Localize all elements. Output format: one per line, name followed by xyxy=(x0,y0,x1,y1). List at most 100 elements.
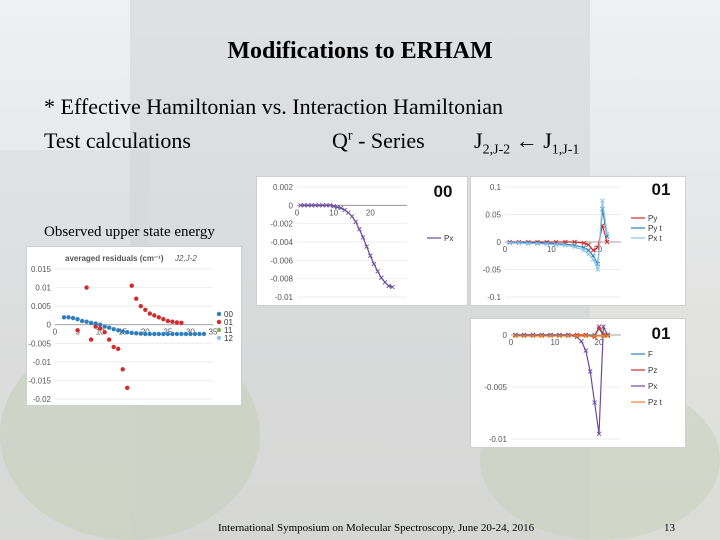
data-point xyxy=(161,316,166,322)
data-point xyxy=(324,203,329,208)
observed-energy-label: Observed upper state energy xyxy=(44,224,215,240)
data-point xyxy=(516,240,522,246)
data-point xyxy=(97,322,103,327)
data-point xyxy=(581,247,587,253)
x-tick-label: 20 xyxy=(595,338,604,347)
data-point xyxy=(581,240,587,246)
x-tick-label: 20 xyxy=(366,208,375,217)
data-point xyxy=(61,315,67,320)
data-point xyxy=(183,331,189,337)
data-point xyxy=(192,331,198,337)
data-point xyxy=(188,331,193,337)
data-point xyxy=(592,400,597,405)
data-point xyxy=(595,267,601,272)
data-point xyxy=(152,331,157,337)
data-point xyxy=(143,331,148,337)
y-tick-label: -0.005 xyxy=(28,339,51,348)
data-point xyxy=(375,269,380,274)
data-point xyxy=(544,241,550,247)
corner-label: 00 xyxy=(434,182,453,201)
data-point xyxy=(586,247,591,253)
x-tick-label: 0 xyxy=(295,208,300,217)
y-tick-label: -0.015 xyxy=(28,376,51,385)
y-tick-label: 0.01 xyxy=(35,284,51,293)
data-point xyxy=(147,331,152,337)
data-point xyxy=(70,315,76,321)
legend-label: 12 xyxy=(224,334,233,343)
data-point xyxy=(316,203,322,208)
data-point xyxy=(88,320,94,326)
data-point xyxy=(539,333,545,339)
hamiltonian-comparison-line: * Effective Hamiltonian vs. Interaction … xyxy=(44,94,504,119)
data-point xyxy=(565,333,571,339)
chart-01-upper: 01 0.1 0.05 0 -0.05 -0.1 0 10 20 Py Py t Px t xyxy=(470,176,686,306)
data-point xyxy=(111,344,116,350)
data-point xyxy=(386,283,391,289)
data-point xyxy=(368,253,373,259)
y-tick-label: 0.005 xyxy=(31,302,52,311)
data-point xyxy=(513,333,518,339)
x-tick-label: 10 xyxy=(329,208,338,217)
data-point xyxy=(530,333,536,339)
data-point xyxy=(102,329,107,335)
data-point xyxy=(75,316,80,322)
data-point xyxy=(84,319,89,324)
data-point xyxy=(309,203,314,208)
test-calculations-line: Test calculations Qr - Series J2,J-2 ← J… xyxy=(44,128,684,162)
y-tick-label: -0.006 xyxy=(270,256,293,265)
slide-title: Modifications to ERHAM xyxy=(227,38,493,64)
data-point xyxy=(583,333,589,339)
data-point xyxy=(563,242,568,248)
data-point xyxy=(360,235,366,240)
y-tick-label: -0.005 xyxy=(484,383,507,392)
data-point xyxy=(201,331,207,337)
y-tick-label: -0.02 xyxy=(33,395,52,404)
corner-label: 01 xyxy=(652,324,671,343)
data-point xyxy=(349,214,355,219)
series-line-px xyxy=(300,204,393,288)
legend-marker xyxy=(216,311,222,317)
data-point xyxy=(331,203,336,209)
legend-marker xyxy=(216,327,222,333)
data-point xyxy=(165,318,171,324)
legend-marker xyxy=(216,319,222,325)
data-point xyxy=(88,337,94,342)
data-point xyxy=(320,203,325,208)
test-calculations-label: Test calculations xyxy=(44,128,191,153)
x-tick-label: 35 xyxy=(209,328,218,337)
legend-label: 11 xyxy=(224,326,233,335)
data-point xyxy=(75,328,80,333)
y-tick-label: 0 xyxy=(47,321,52,330)
data-point xyxy=(313,203,318,208)
data-point xyxy=(129,283,134,288)
footer-conference: International Symposium on Molecular Spe… xyxy=(218,522,535,534)
chart-title: averaged residuals (cm⁻¹) xyxy=(65,254,164,263)
data-point xyxy=(134,331,139,336)
legend-label: Px xyxy=(648,382,657,391)
data-point xyxy=(604,239,610,245)
data-point xyxy=(342,207,347,213)
data-point xyxy=(596,431,602,437)
data-point xyxy=(120,367,125,372)
data-point xyxy=(116,346,121,352)
data-point xyxy=(156,331,162,337)
x-tick-label: 0 xyxy=(53,328,58,337)
data-point xyxy=(353,219,358,225)
data-point xyxy=(111,326,116,332)
data-point xyxy=(338,205,344,211)
data-point xyxy=(605,333,611,339)
data-point xyxy=(305,203,311,208)
data-point xyxy=(174,320,180,325)
data-point xyxy=(66,315,71,320)
y-tick-label: -0.01 xyxy=(33,358,52,367)
data-point xyxy=(197,331,202,337)
data-point xyxy=(590,247,596,253)
data-point xyxy=(592,333,597,339)
data-point xyxy=(583,348,589,353)
y-tick-label: 0.1 xyxy=(490,183,502,192)
data-point xyxy=(138,303,143,309)
data-point xyxy=(521,333,527,339)
data-point xyxy=(156,315,162,320)
y-tick-label: 0 xyxy=(497,238,502,247)
data-point xyxy=(174,331,180,337)
